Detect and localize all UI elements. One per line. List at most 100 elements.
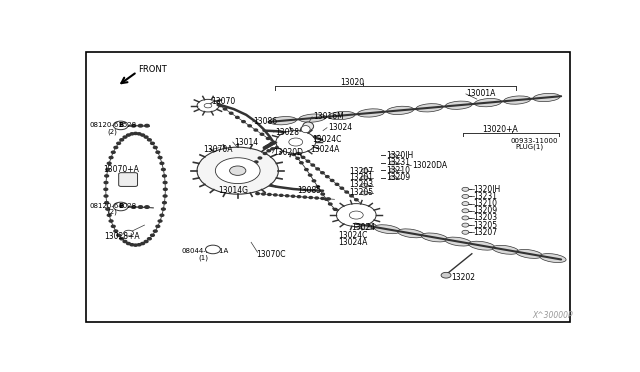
Circle shape [315,197,319,199]
Ellipse shape [445,101,472,109]
Circle shape [130,244,134,246]
Circle shape [341,214,344,216]
Circle shape [105,175,109,177]
Circle shape [280,194,283,196]
Circle shape [197,99,219,112]
Circle shape [114,147,118,148]
Circle shape [106,169,109,171]
Text: 13020: 13020 [340,78,364,87]
Circle shape [324,198,328,200]
Text: 13028+A: 13028+A [104,232,140,241]
Circle shape [141,243,145,245]
Circle shape [361,176,368,180]
Text: 13024C: 13024C [312,135,342,144]
Text: X^30000P: X^30000P [532,311,573,320]
Circle shape [263,147,267,149]
Circle shape [158,157,162,158]
Circle shape [291,195,295,197]
Circle shape [308,174,312,176]
Text: 13016M: 13016M [313,112,344,121]
Circle shape [205,245,220,254]
Circle shape [230,112,233,114]
Ellipse shape [269,116,296,125]
Text: B: B [211,246,216,253]
Circle shape [108,214,111,217]
Circle shape [330,179,334,182]
Circle shape [248,125,252,127]
Circle shape [236,116,239,118]
Text: 08044-2751A: 08044-2751A [182,248,229,254]
Circle shape [271,148,274,150]
Ellipse shape [533,93,560,102]
Circle shape [267,150,271,152]
Circle shape [305,169,308,171]
Circle shape [109,157,113,158]
Circle shape [287,150,291,152]
Circle shape [108,162,111,164]
Circle shape [150,142,154,144]
Circle shape [150,234,154,236]
Circle shape [289,138,303,146]
Circle shape [247,170,250,171]
Circle shape [346,215,349,218]
Circle shape [127,134,131,136]
Text: 13231: 13231 [387,158,410,167]
Ellipse shape [468,241,495,250]
Circle shape [138,206,143,208]
Text: 13020+A: 13020+A [482,125,518,135]
Circle shape [260,133,264,135]
Text: 13205: 13205 [474,221,497,230]
Circle shape [113,121,128,130]
Circle shape [285,195,289,197]
Ellipse shape [374,225,401,234]
Text: 13210: 13210 [387,166,410,174]
Text: 08120-63528: 08120-63528 [90,122,137,128]
Text: 13070: 13070 [211,97,236,106]
Circle shape [137,244,141,246]
Circle shape [215,158,260,184]
Text: 13070A: 13070A [203,145,232,154]
Circle shape [204,103,212,108]
Circle shape [441,272,451,278]
Circle shape [134,132,138,135]
Circle shape [163,182,167,184]
Circle shape [123,240,127,243]
Circle shape [144,240,148,243]
Circle shape [390,154,396,157]
Circle shape [462,202,469,206]
Circle shape [361,191,368,195]
Circle shape [321,172,324,174]
Circle shape [127,243,131,245]
Text: (2): (2) [108,209,117,215]
Circle shape [109,220,113,222]
Circle shape [337,212,340,214]
Circle shape [104,188,108,190]
Circle shape [131,124,136,127]
Ellipse shape [350,221,377,230]
Circle shape [312,180,316,182]
Circle shape [161,169,165,171]
Circle shape [163,195,167,197]
Circle shape [106,208,109,210]
Text: 13024A: 13024A [338,238,367,247]
Circle shape [296,157,300,159]
Text: PLUG(1): PLUG(1) [515,143,543,150]
Circle shape [361,169,368,173]
Text: 00933-11000: 00933-11000 [511,138,558,144]
Circle shape [462,216,469,220]
Circle shape [254,129,257,131]
Circle shape [390,168,396,172]
Text: 13202: 13202 [451,273,475,282]
Circle shape [156,151,160,153]
Circle shape [276,147,279,148]
Circle shape [345,191,348,193]
Circle shape [316,168,319,170]
Circle shape [256,193,259,195]
Circle shape [111,151,115,153]
Circle shape [114,230,118,232]
Circle shape [337,203,376,227]
Circle shape [263,153,267,154]
Circle shape [266,145,269,148]
Circle shape [306,160,310,162]
Text: 13203: 13203 [349,180,373,189]
